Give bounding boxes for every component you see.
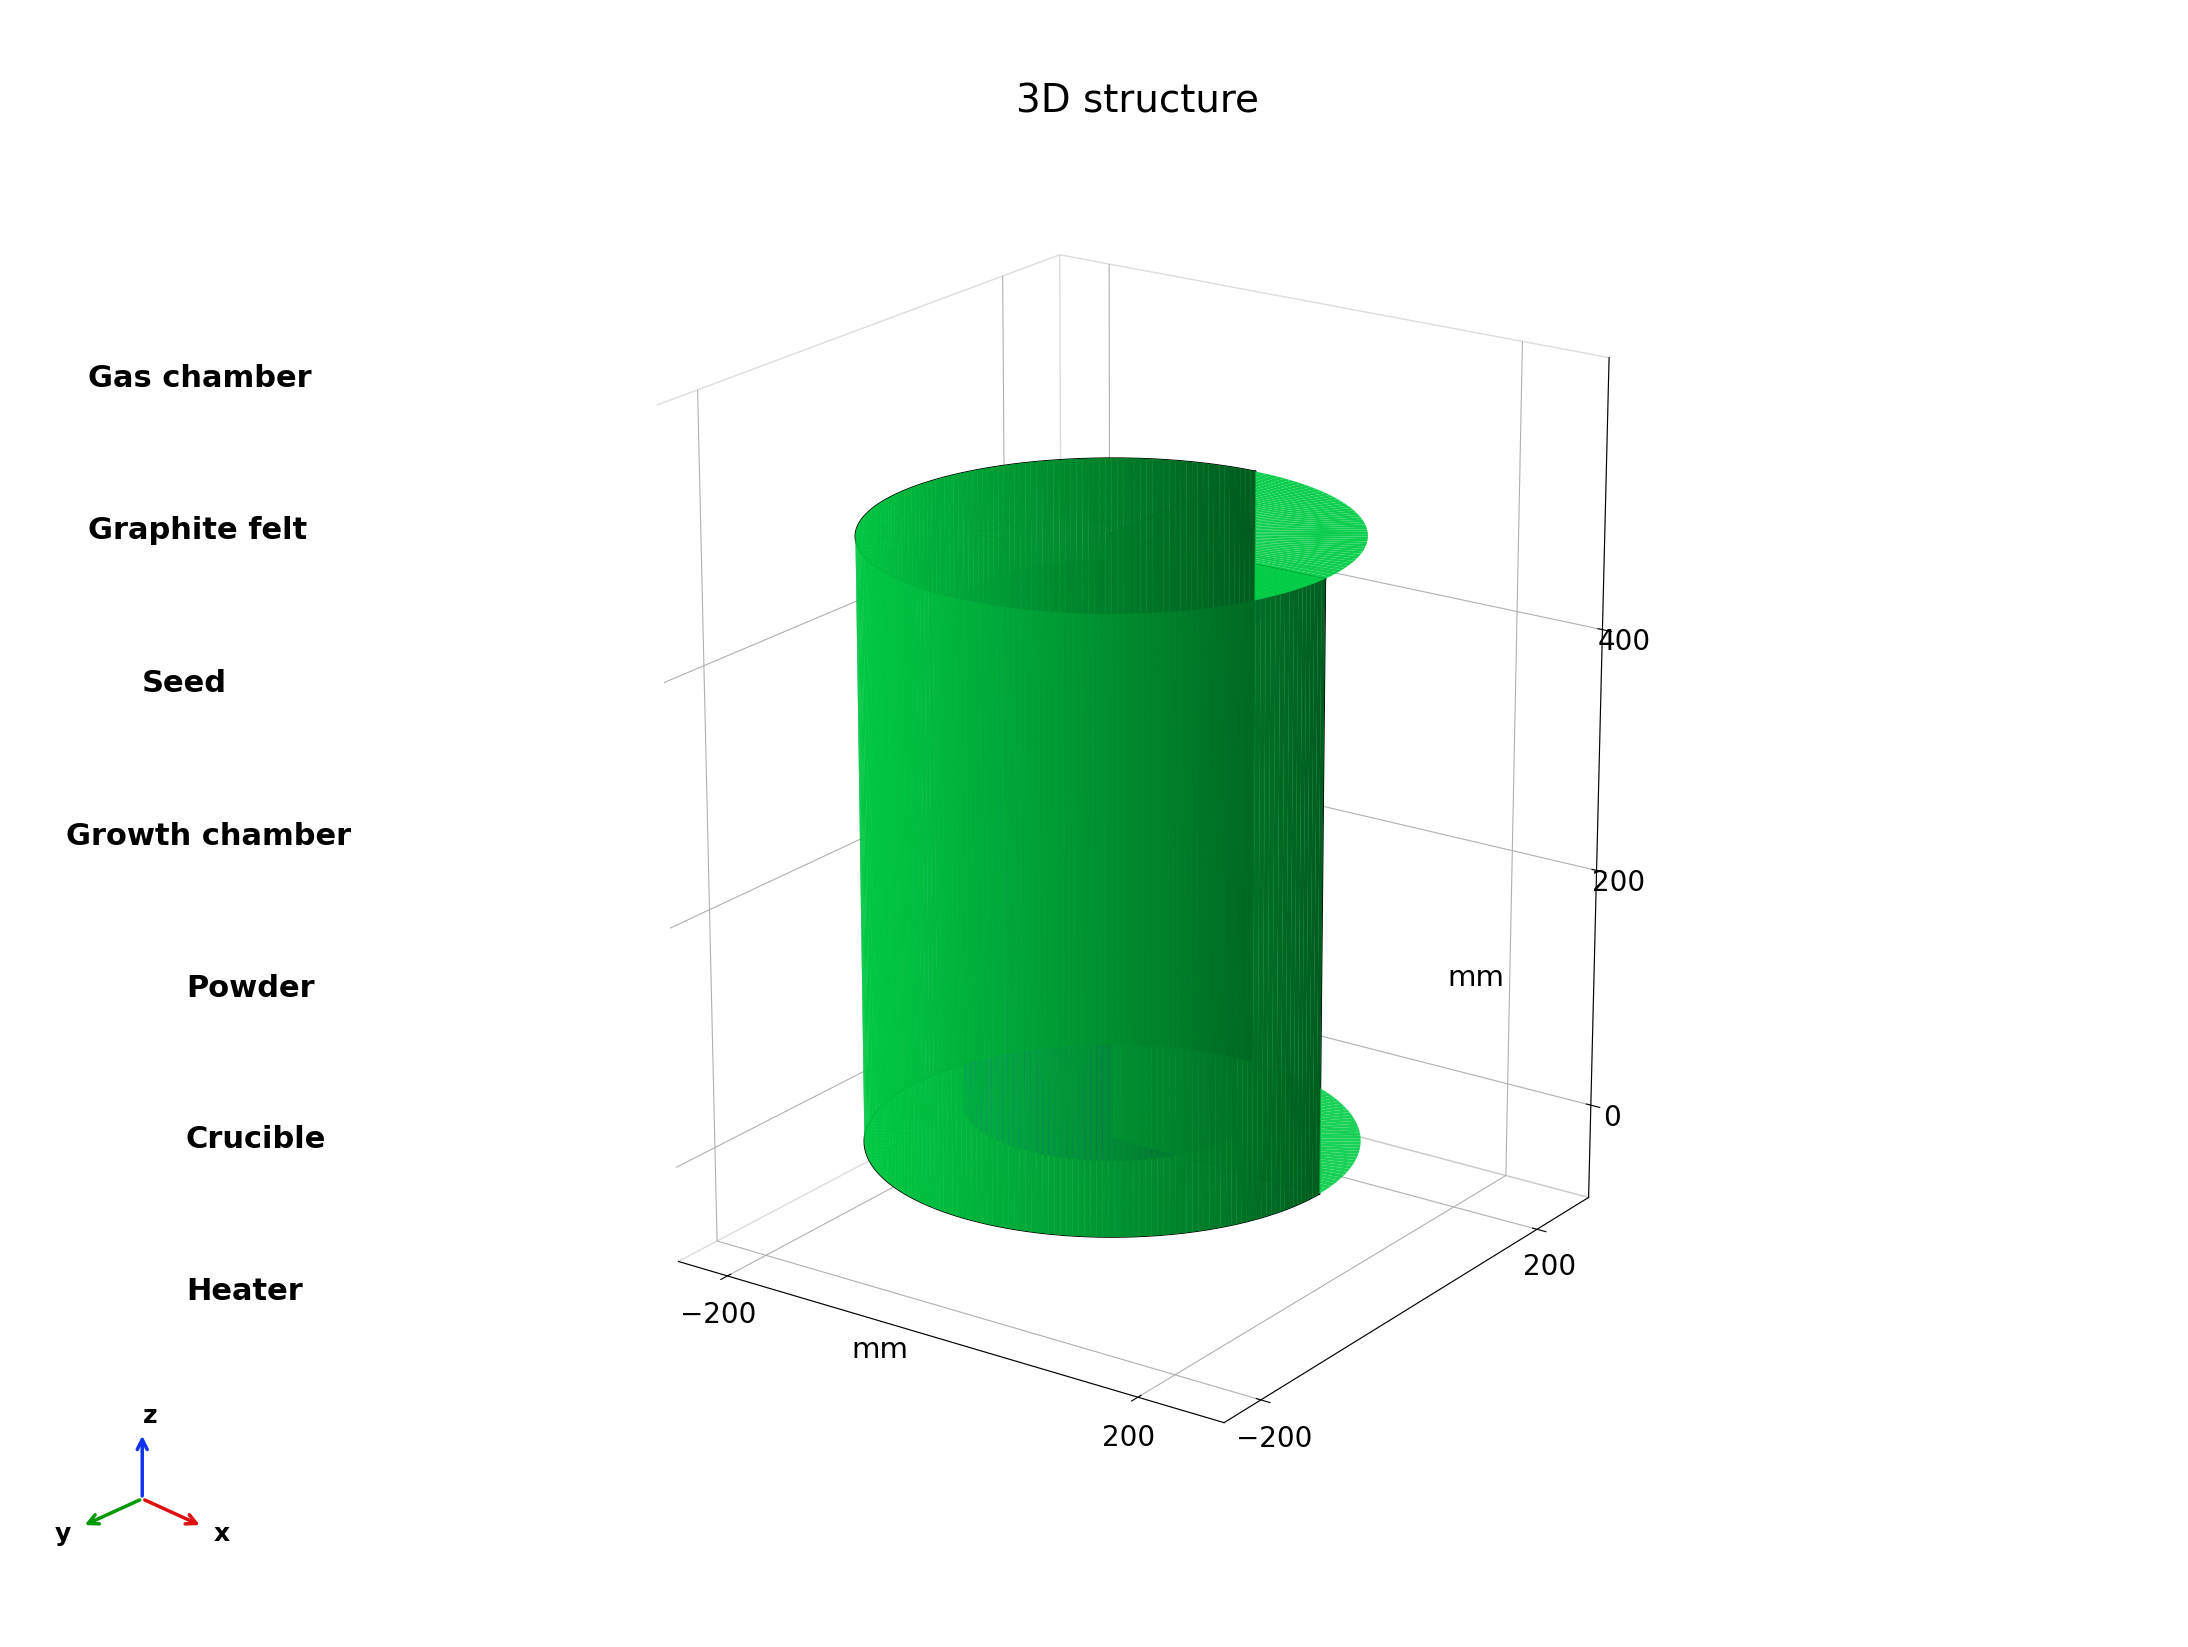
Text: Seed: Seed [142, 669, 228, 698]
Text: Crucible: Crucible [186, 1125, 326, 1155]
Text: x: x [214, 1522, 230, 1547]
Text: Powder: Powder [186, 973, 315, 1003]
Text: z: z [142, 1405, 158, 1428]
Text: Growth chamber: Growth chamber [66, 822, 350, 851]
Text: y: y [55, 1522, 70, 1547]
Text: Graphite felt: Graphite felt [88, 516, 306, 545]
Text: Gas chamber: Gas chamber [88, 364, 311, 394]
Text: Heater: Heater [186, 1276, 302, 1306]
Text: 3D structure: 3D structure [1015, 82, 1260, 120]
